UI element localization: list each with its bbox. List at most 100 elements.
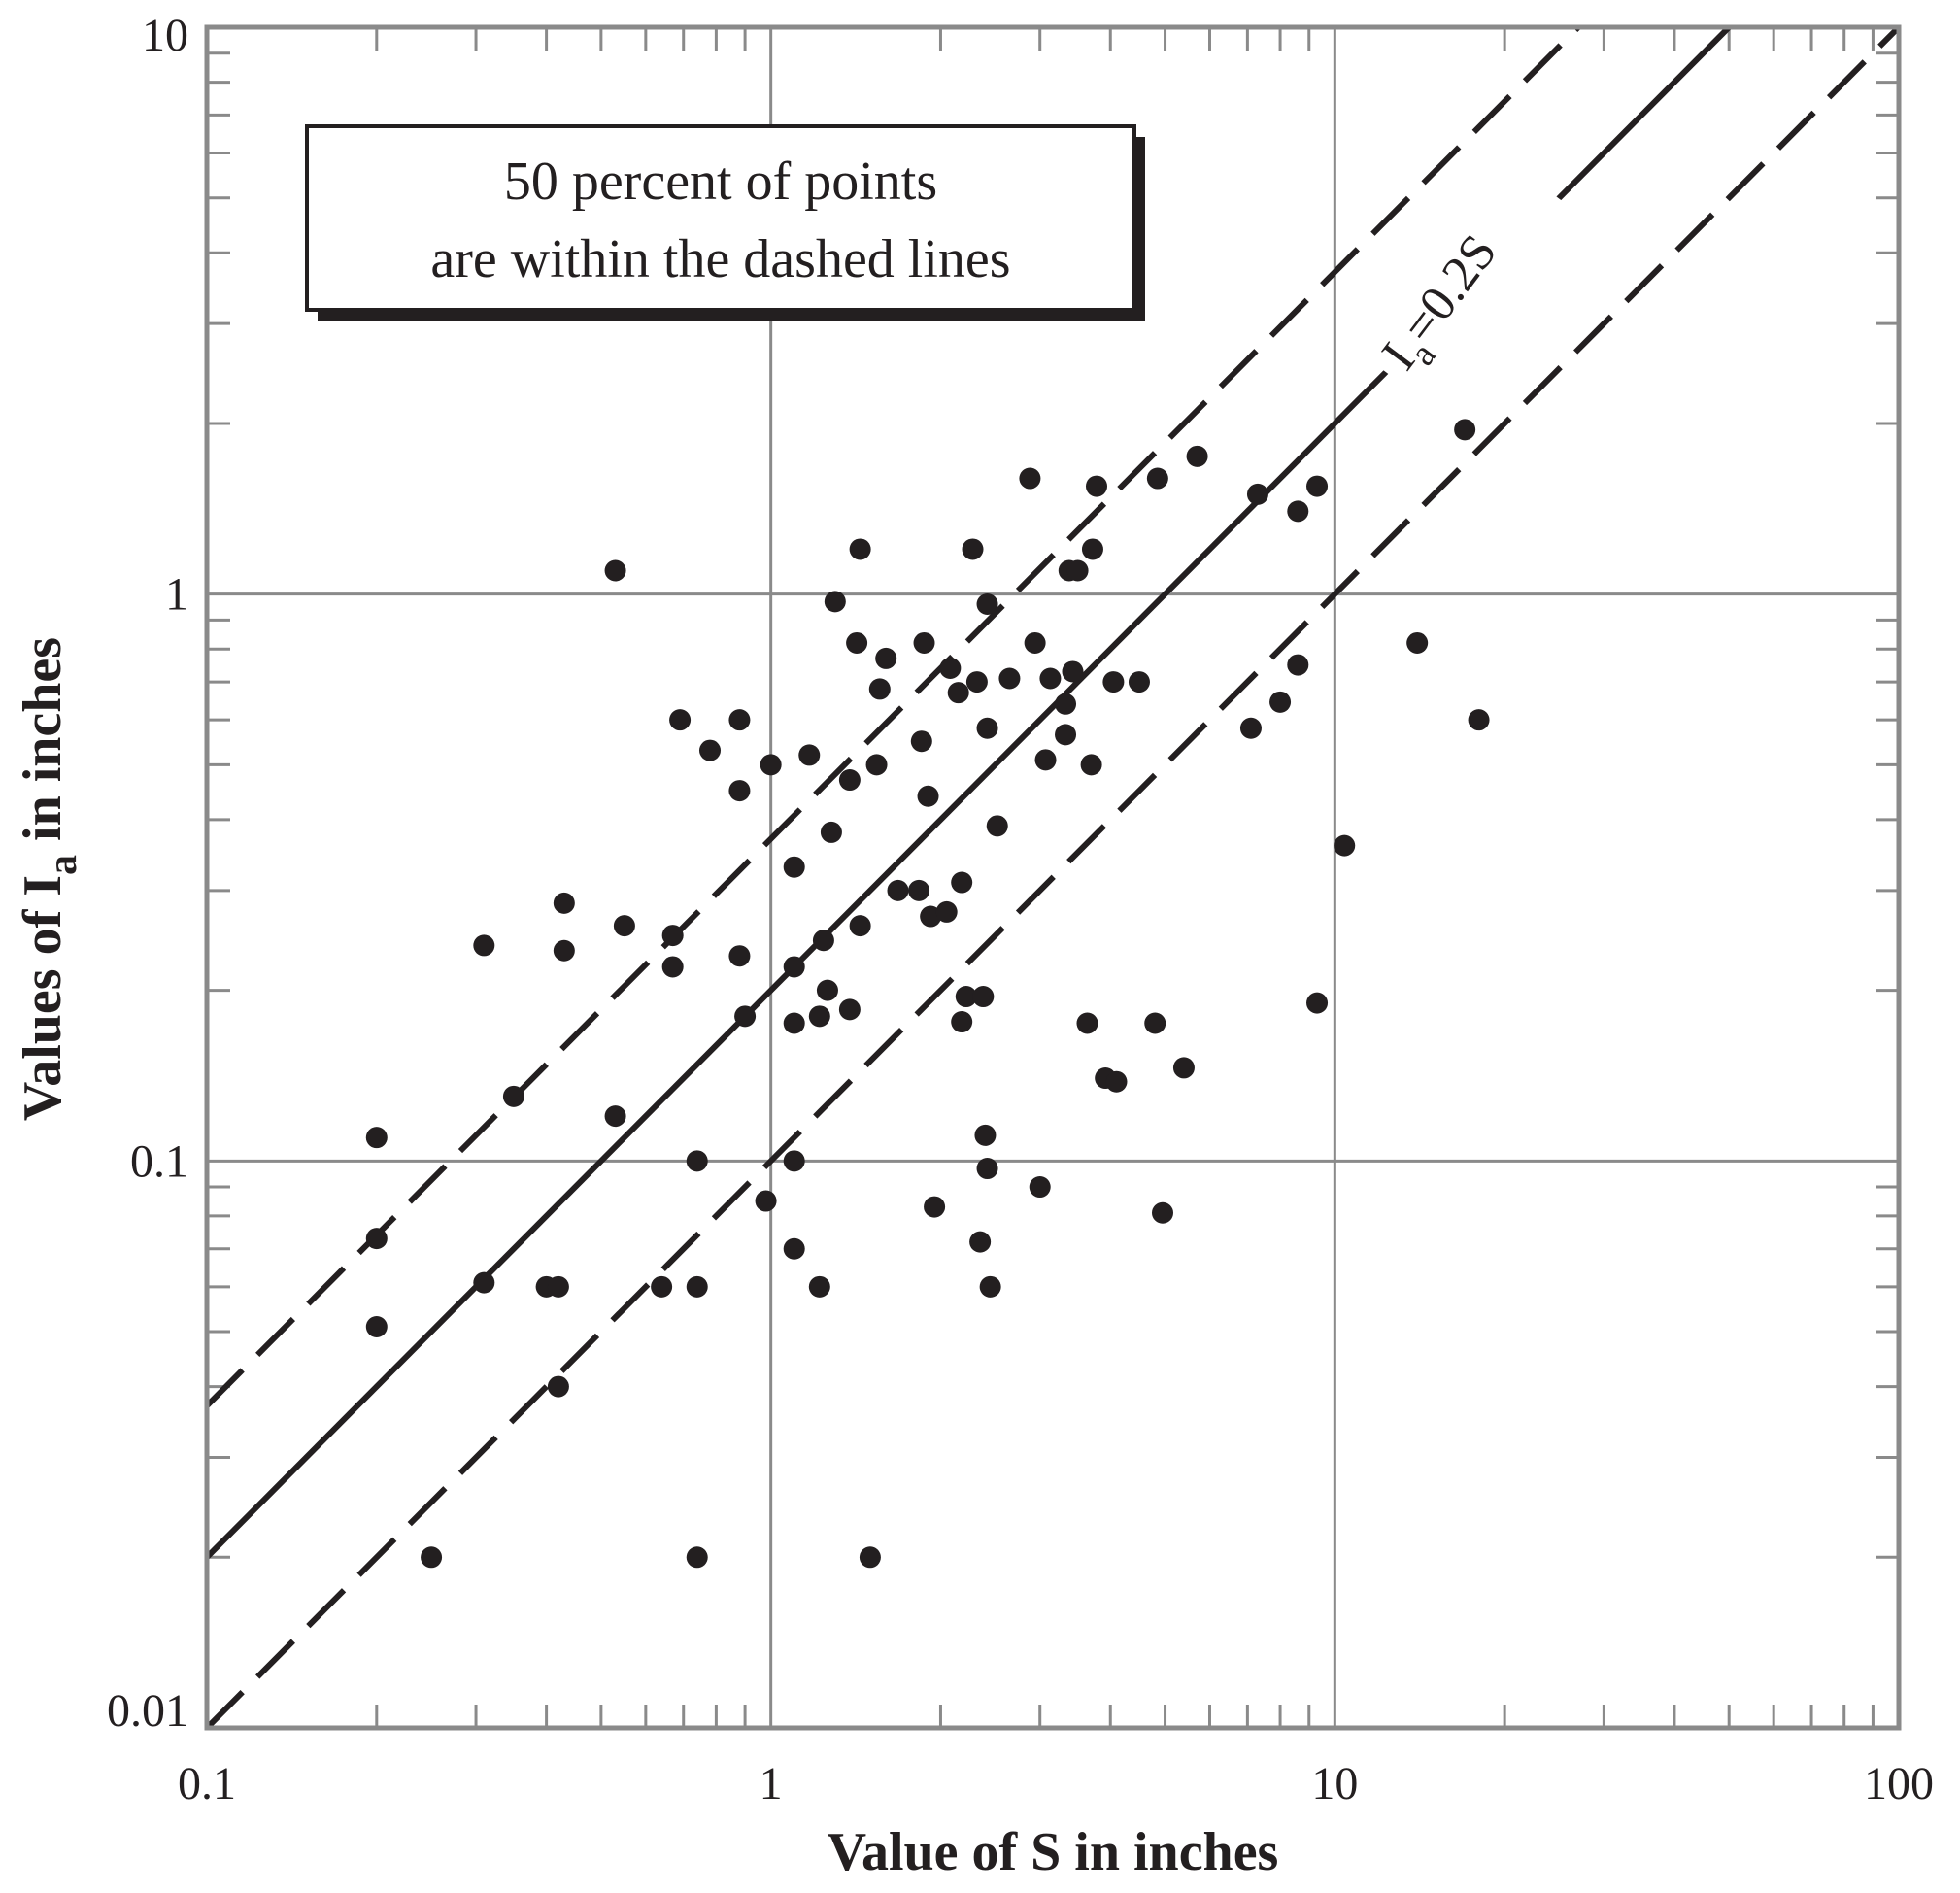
data-point: [365, 1228, 388, 1250]
data-point: [473, 934, 495, 957]
data-point: [783, 1237, 805, 1260]
data-point: [1246, 483, 1268, 505]
data-point: [502, 1085, 524, 1107]
data-point: [824, 591, 846, 613]
data-point: [979, 1275, 1001, 1298]
data-point: [613, 915, 635, 937]
data-point: [846, 631, 868, 654]
data-point: [820, 821, 842, 843]
data-point: [849, 915, 871, 937]
data-point: [1468, 709, 1490, 731]
x-tick-label: 1: [760, 1758, 783, 1809]
data-point: [1128, 671, 1150, 693]
data-point: [699, 739, 722, 761]
data-point: [783, 1150, 805, 1172]
data-point: [1055, 724, 1077, 746]
data-point: [365, 1127, 388, 1149]
data-point: [951, 871, 973, 894]
data-point: [1269, 691, 1292, 713]
data-points: [365, 419, 1490, 1569]
data-point: [686, 1275, 708, 1298]
data-point: [798, 744, 821, 766]
data-point: [728, 780, 751, 802]
y-axis-title: Values of Ia in inches: [13, 637, 85, 1121]
data-point: [760, 754, 782, 776]
data-point: [1287, 500, 1309, 523]
data-point: [998, 667, 1021, 690]
data-point: [910, 730, 932, 753]
y-axis-title-sub: a: [41, 855, 85, 875]
data-point: [1039, 667, 1062, 690]
data-point: [986, 815, 1008, 837]
data-point: [972, 986, 995, 1008]
data-point: [553, 892, 575, 914]
data-point: [924, 1196, 946, 1218]
data-point: [913, 631, 935, 654]
x-tick-label: 10: [1311, 1758, 1358, 1809]
data-point: [976, 717, 998, 739]
data-point: [965, 671, 988, 693]
y-tick-labels: 0.01 0.1 1 10: [107, 10, 188, 1737]
x-tick-labels: 0.1 1 10 100: [178, 1758, 1934, 1809]
data-point: [1239, 717, 1262, 739]
data-point: [686, 1150, 708, 1172]
data-point: [838, 998, 861, 1021]
data-point: [1306, 992, 1329, 1014]
data-point: [908, 879, 930, 901]
data-point: [887, 879, 909, 901]
data-point: [547, 1275, 569, 1298]
data-point: [1085, 475, 1107, 497]
data-point: [604, 559, 626, 582]
data-point: [1080, 754, 1102, 776]
data-point: [783, 1012, 805, 1034]
data-point: [783, 856, 805, 878]
data-point: [734, 1005, 757, 1028]
data-point: [976, 593, 998, 616]
data-point: [661, 956, 684, 978]
data-point: [1102, 671, 1125, 693]
data-point: [1306, 475, 1329, 497]
data-point: [808, 1005, 830, 1028]
data-point: [553, 939, 575, 962]
data-point: [875, 647, 897, 669]
data-point: [651, 1275, 673, 1298]
data-point: [1454, 419, 1476, 441]
data-point: [808, 1275, 830, 1298]
data-point: [974, 1124, 997, 1146]
annotation-line-1: 50 percent of points: [504, 152, 937, 212]
center-line-label: Ia=0.2S: [1359, 157, 1566, 398]
data-point: [1076, 1012, 1098, 1034]
data-point: [1146, 467, 1168, 490]
data-point: [755, 1190, 777, 1212]
upper-reference-line: [207, 27, 1583, 1408]
data-point: [849, 538, 871, 560]
data-point: [939, 657, 962, 679]
annotation-line-2: are within the dashed lines: [430, 229, 1010, 289]
y-tick-label: 1: [165, 569, 188, 621]
data-point: [1066, 559, 1089, 582]
data-point: [947, 682, 969, 704]
x-tick-label: 0.1: [178, 1758, 236, 1809]
data-point: [604, 1105, 626, 1128]
data-point: [1334, 834, 1356, 857]
data-point: [1081, 538, 1103, 560]
data-point: [868, 678, 891, 700]
data-point: [1034, 749, 1057, 771]
data-point: [1152, 1201, 1174, 1224]
data-point: [1019, 467, 1041, 490]
data-point: [962, 538, 984, 560]
data-point: [365, 1316, 388, 1338]
y-tick-label: 0.01: [107, 1685, 188, 1737]
x-axis-title: Value of S in inches: [828, 1822, 1279, 1882]
data-point: [1024, 631, 1046, 654]
data-point: [669, 709, 692, 731]
data-point: [1105, 1070, 1128, 1093]
data-point: [1172, 1057, 1195, 1079]
plot-frame: [204, 24, 1902, 1731]
data-point: [1144, 1012, 1166, 1034]
data-point: [1406, 631, 1429, 654]
data-point: [917, 785, 939, 807]
data-point: [920, 905, 942, 928]
y-tick-label: 10: [142, 10, 188, 61]
data-point: [1029, 1176, 1051, 1199]
